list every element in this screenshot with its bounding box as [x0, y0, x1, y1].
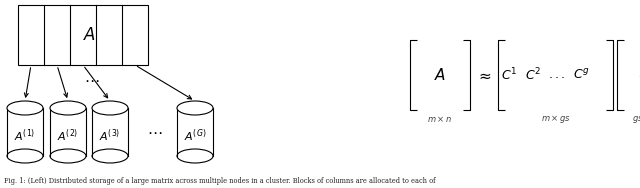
Text: $A$: $A$ [434, 67, 446, 83]
Text: $C^g$: $C^g$ [573, 68, 589, 82]
Bar [92, 108, 128, 156]
Ellipse shape [92, 149, 128, 163]
Ellipse shape [50, 101, 86, 115]
Text: $C^1$: $C^1$ [501, 67, 517, 83]
Text: Fig. 1: (Left) Distributed storage of a large matrix across multiple nodes in a : Fig. 1: (Left) Distributed storage of a … [4, 177, 435, 185]
Ellipse shape [177, 101, 213, 115]
Bar [177, 108, 213, 156]
Text: $\approx$: $\approx$ [476, 67, 492, 83]
Bar [18, 5, 148, 65]
Bar [50, 108, 86, 156]
Text: $m \times gs$: $m \times gs$ [541, 113, 570, 125]
Ellipse shape [7, 149, 43, 163]
Ellipse shape [7, 101, 43, 115]
Text: $gs \times r$: $gs \times r$ [632, 113, 640, 125]
Ellipse shape [50, 149, 86, 163]
Text: $A^{(1)}$: $A^{(1)}$ [14, 128, 36, 144]
Text: $A^{(2)}$: $A^{(2)}$ [58, 128, 79, 144]
Text: $A^{(3)}$: $A^{(3)}$ [99, 128, 121, 144]
Text: $C^2$: $C^2$ [525, 67, 541, 83]
Text: $...$: $...$ [548, 68, 566, 82]
Text: $A$: $A$ [83, 26, 96, 44]
Text: $m \times n$: $m \times n$ [428, 114, 452, 124]
Text: $A^{(G)}$: $A^{(G)}$ [184, 128, 206, 144]
Text: $U$: $U$ [638, 67, 640, 83]
Text: $\cdots$: $\cdots$ [147, 124, 163, 139]
Text: $\cdots$: $\cdots$ [84, 73, 100, 87]
Ellipse shape [92, 101, 128, 115]
Ellipse shape [177, 149, 213, 163]
Bar [7, 108, 43, 156]
